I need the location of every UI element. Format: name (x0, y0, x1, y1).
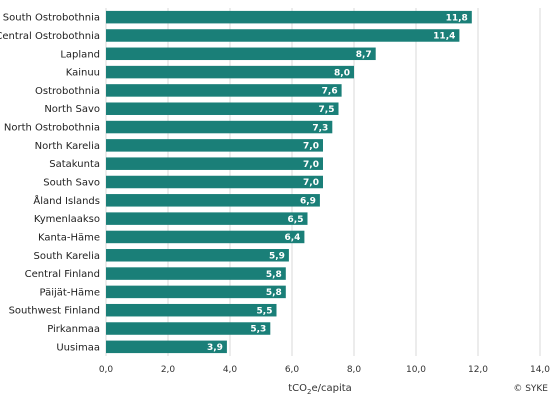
value-label: 5,8 (266, 270, 282, 280)
bar (106, 120, 333, 134)
value-label: 7,0 (303, 178, 319, 188)
value-label: 11,8 (446, 13, 468, 23)
value-label: 5,9 (269, 251, 285, 261)
bar (106, 47, 376, 61)
category-label: South Ostrobothnia (3, 13, 100, 24)
category-label: South Savo (43, 178, 100, 189)
x-tick-labels: 0,0 2,0 4,0 6,0 8,0 10,0 12,0 14,0 (99, 365, 550, 375)
bars (106, 10, 472, 354)
x-tick-label: 14,0 (530, 365, 550, 375)
value-label: 6,5 (288, 215, 304, 225)
category-label: Pirkanmaa (47, 324, 100, 335)
bar (106, 65, 354, 79)
bar (106, 139, 323, 152)
x-tick-label: 2,0 (161, 365, 176, 375)
x-tick-label: 8,0 (347, 365, 362, 375)
value-label: 3,9 (207, 343, 223, 353)
value-label: 7,0 (303, 160, 319, 170)
category-label: North Karelia (35, 141, 100, 152)
category-label: Central Ostrobothnia (0, 31, 100, 42)
category-label: Ostrobothnia (35, 86, 100, 97)
bar (106, 212, 308, 225)
value-label: 11,4 (433, 32, 455, 42)
bar (106, 249, 289, 262)
category-label: Southwest Finland (9, 306, 100, 317)
value-label: 7,3 (312, 123, 328, 133)
x-tick-label: 0,0 (99, 365, 114, 375)
credit-label: © SYKE (513, 384, 548, 394)
value-label: 6,4 (284, 233, 300, 243)
category-label: Åland Islands (33, 194, 100, 207)
bar (106, 267, 286, 280)
bar (106, 102, 339, 115)
category-label: Kanta-Häme (38, 232, 100, 243)
category-label: Central Finland (25, 269, 100, 280)
value-label: 8,7 (356, 50, 372, 60)
category-label: Kainuu (66, 68, 100, 79)
x-tick-label: 6,0 (285, 365, 300, 375)
category-label: North Ostrobothnia (4, 123, 100, 134)
x-tick-label: 12,0 (468, 365, 488, 375)
category-label: Päijät-Häme (40, 287, 100, 298)
value-label: 5,8 (266, 288, 282, 298)
value-label: 8,0 (334, 68, 350, 78)
bar (106, 157, 323, 170)
category-label: Satakunta (49, 159, 100, 170)
category-label: Kymenlaakso (34, 214, 100, 225)
value-label: 6,9 (300, 197, 316, 207)
x-axis-label: tCO2e/capita (288, 383, 352, 396)
bar (106, 340, 227, 354)
category-label: Uusimaa (56, 342, 100, 353)
bar (106, 322, 271, 335)
bar (106, 10, 472, 24)
value-label: 7,6 (322, 87, 338, 97)
x-tick-label: 10,0 (406, 365, 426, 375)
bar (106, 285, 286, 299)
bar (106, 194, 320, 207)
bar (106, 230, 305, 244)
category-label: South Karelia (34, 251, 100, 262)
value-labels: 11,8 11,4 8,7 8,0 7,6 7,5 7,3 7,0 7,0 7,0 6,9 6,5 6,… (207, 13, 468, 353)
value-label: 7,0 (303, 142, 319, 152)
bar (106, 84, 342, 97)
bar (106, 303, 277, 317)
x-tick-label: 4,0 (223, 365, 238, 375)
category-labels: South Ostrobothnia Central Ostrobothnia La… (0, 13, 100, 354)
bar (106, 175, 323, 189)
category-label: North Savo (44, 104, 100, 115)
value-label: 5,5 (257, 306, 273, 316)
bar (106, 29, 460, 42)
value-label: 7,5 (319, 105, 335, 115)
value-label: 5,3 (250, 325, 266, 335)
category-label: Lapland (60, 49, 100, 60)
